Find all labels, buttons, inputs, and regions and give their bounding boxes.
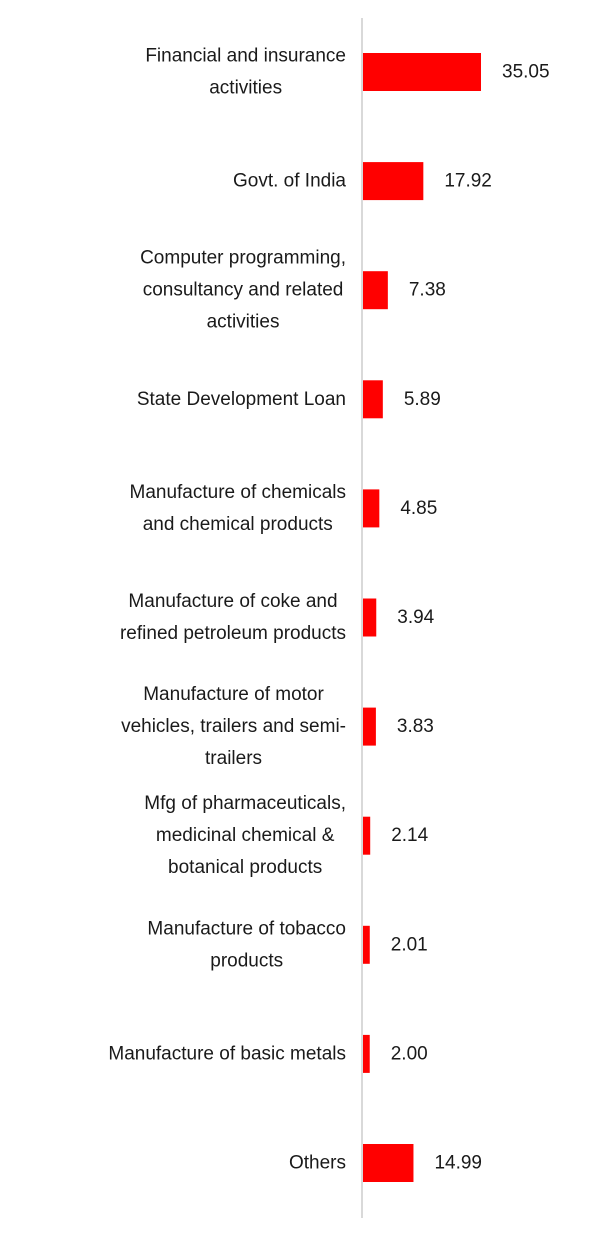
category-labels-group: Financial and insurance activities Govt. o… [108,46,346,1174]
data-label: 2.14 [391,825,428,846]
bar [363,707,376,746]
category-label-line: Computer programming, [140,248,346,269]
data-label: 3.94 [397,607,434,628]
data-label: 3.83 [397,716,434,737]
category-label-line: trailers [205,748,262,769]
category-label-line: botanical products [168,857,322,878]
bar [363,53,481,91]
category-label-line: and chemical products [143,514,333,535]
category-label-line: Manufacture of basic metals [108,1043,346,1064]
bar [363,816,371,855]
category-label: Manufacture of motor vehicles, trailers a… [121,684,346,769]
category-label: Manufacture of tobacco products [147,918,346,971]
category-label: Govt. of India [233,171,346,192]
category-label-line: activities [209,78,282,99]
category-label-line: Govt. of India [233,171,346,192]
category-label-line: Mfg of pharmaceuticals, [144,793,346,814]
category-label-line: State Development Loan [137,389,346,410]
category-label: Manufacture of basic metals [108,1043,346,1064]
bar [363,925,370,964]
data-label: 2.01 [391,934,428,955]
category-label-line: activities [207,312,280,333]
category-label-line: products [210,950,283,971]
bar [363,1144,414,1182]
data-label: 5.89 [404,389,441,410]
category-label-line: refined petroleum products [120,623,346,644]
bar [363,162,424,201]
category-label-line: Others [289,1153,346,1174]
data-label: 17.92 [444,171,492,192]
data-label: 2.00 [391,1043,428,1064]
value-labels-group: 35.05 17.92 7.38 5.89 4.85 3.94 3.83 2.14 2.01 2.… [391,62,550,1174]
category-label-line: consultancy and related [143,280,344,301]
data-label: 4.85 [400,498,437,519]
category-label-line: medicinal chemical & [156,825,335,846]
bars-group [363,53,481,1182]
category-label-line: Manufacture of motor [143,684,324,705]
category-label-line: vehicles, trailers and semi- [121,716,346,737]
category-label: Financial and insurance activities [145,46,346,99]
bar [363,380,383,419]
category-label: Others [289,1153,346,1174]
category-label: Manufacture of coke and refined petroleum… [120,591,346,644]
category-label-line: Manufacture of coke and [128,591,337,612]
category-label-line: Financial and insurance [145,46,346,67]
category-label: Mfg of pharmaceuticals, medicinal chemica… [144,793,346,878]
bar [363,271,388,310]
category-label: State Development Loan [137,389,346,410]
category-label-line: Manufacture of chemicals [130,482,347,503]
bar [363,598,377,637]
category-label: Manufacture of chemicals and chemical pro… [130,482,347,535]
data-label: 35.05 [502,62,550,83]
category-label: Computer programming, consultancy and rel… [140,248,346,333]
data-label: 14.99 [434,1153,482,1174]
category-label-line: Manufacture of tobacco [147,918,346,939]
data-label: 7.38 [409,280,446,301]
bar [363,1034,370,1073]
bar [363,489,380,528]
